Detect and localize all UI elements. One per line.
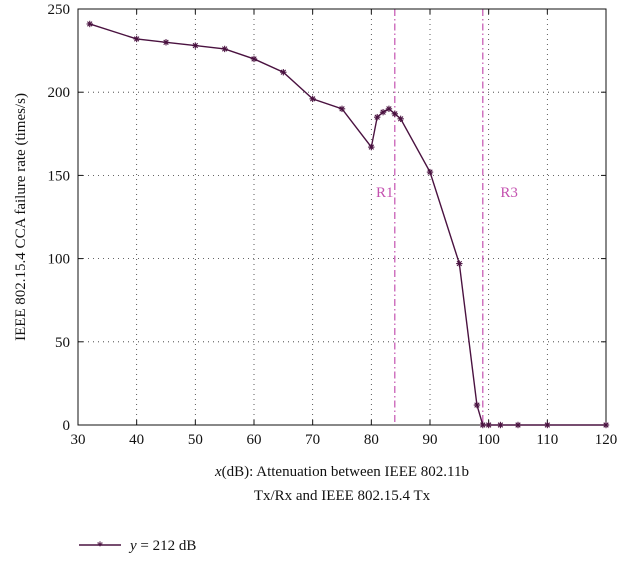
data-point xyxy=(309,95,316,103)
data-point xyxy=(397,115,404,123)
y-tick-label: 0 xyxy=(63,418,71,434)
y-tick-label: 250 xyxy=(48,2,71,18)
data-point xyxy=(162,39,170,46)
legend-marker: * xyxy=(97,538,104,553)
data-point xyxy=(456,260,463,267)
data-point xyxy=(426,168,434,176)
legend: * y = 212 dB xyxy=(79,538,196,554)
data-point xyxy=(374,113,381,121)
data-point xyxy=(514,421,522,429)
y-tick-label: 150 xyxy=(48,168,71,184)
data-point xyxy=(602,421,610,429)
y-tick-label: 50 xyxy=(55,335,70,351)
data-point xyxy=(368,143,375,151)
series-layer xyxy=(86,20,610,429)
data-point xyxy=(280,69,287,76)
y-axis-label: IEEE 802.15.4 CCA failure rate (times/s) xyxy=(13,93,29,341)
region-labels: R1 R3 xyxy=(376,185,518,201)
y-tick-label: 100 xyxy=(48,252,71,268)
legend-math-var: y xyxy=(128,538,137,554)
plot-frame xyxy=(77,8,607,426)
x-tick-label: 30 xyxy=(71,432,86,448)
data-point xyxy=(497,421,504,429)
region-label-r3: R3 xyxy=(500,185,518,201)
legend-label-rest: = 212 dB xyxy=(137,538,197,554)
x-tick-label: 100 xyxy=(477,432,500,448)
data-point xyxy=(338,105,346,113)
x-tick-label: 50 xyxy=(188,432,203,448)
x-tick-label: 40 xyxy=(129,432,144,448)
x-tick-label: 120 xyxy=(595,432,618,448)
data-point xyxy=(479,421,486,429)
x-tick-label: 110 xyxy=(536,432,558,448)
x-axis-label-rest: (dB): Attenuation between IEEE 802.11b xyxy=(222,464,469,480)
x-tick-label: 60 xyxy=(247,432,262,448)
data-point xyxy=(391,110,398,118)
data-point xyxy=(379,108,387,116)
grid-lines xyxy=(78,9,606,425)
x-tick-label: 70 xyxy=(305,432,320,448)
data-point xyxy=(221,45,228,53)
x-tick-label: 90 xyxy=(423,432,438,448)
region-label-r1: R1 xyxy=(376,185,394,201)
data-point xyxy=(86,20,93,28)
data-point xyxy=(485,421,492,429)
x-axis-label-line1: x(dB): Attenuation between IEEE 802.11b xyxy=(214,464,469,480)
data-point xyxy=(473,401,481,409)
x-axis-label-line2: Tx/Rx and IEEE 802.15.4 Tx xyxy=(254,488,431,504)
x-tick-label: 80 xyxy=(364,432,379,448)
data-point xyxy=(192,42,199,49)
data-point xyxy=(133,35,140,43)
series-line xyxy=(89,23,606,426)
data-point xyxy=(544,421,551,429)
y-tick-label: 200 xyxy=(48,85,71,101)
region-lines xyxy=(394,9,484,425)
legend-label: y = 212 dB xyxy=(128,538,196,554)
data-point xyxy=(250,55,258,63)
data-point xyxy=(385,105,393,113)
axis-ticks: 30 40 50 60 70 80 90 100 110 120 0 50 100 150 200 250 xyxy=(48,2,618,448)
x-axis-math-var: x xyxy=(214,464,222,480)
